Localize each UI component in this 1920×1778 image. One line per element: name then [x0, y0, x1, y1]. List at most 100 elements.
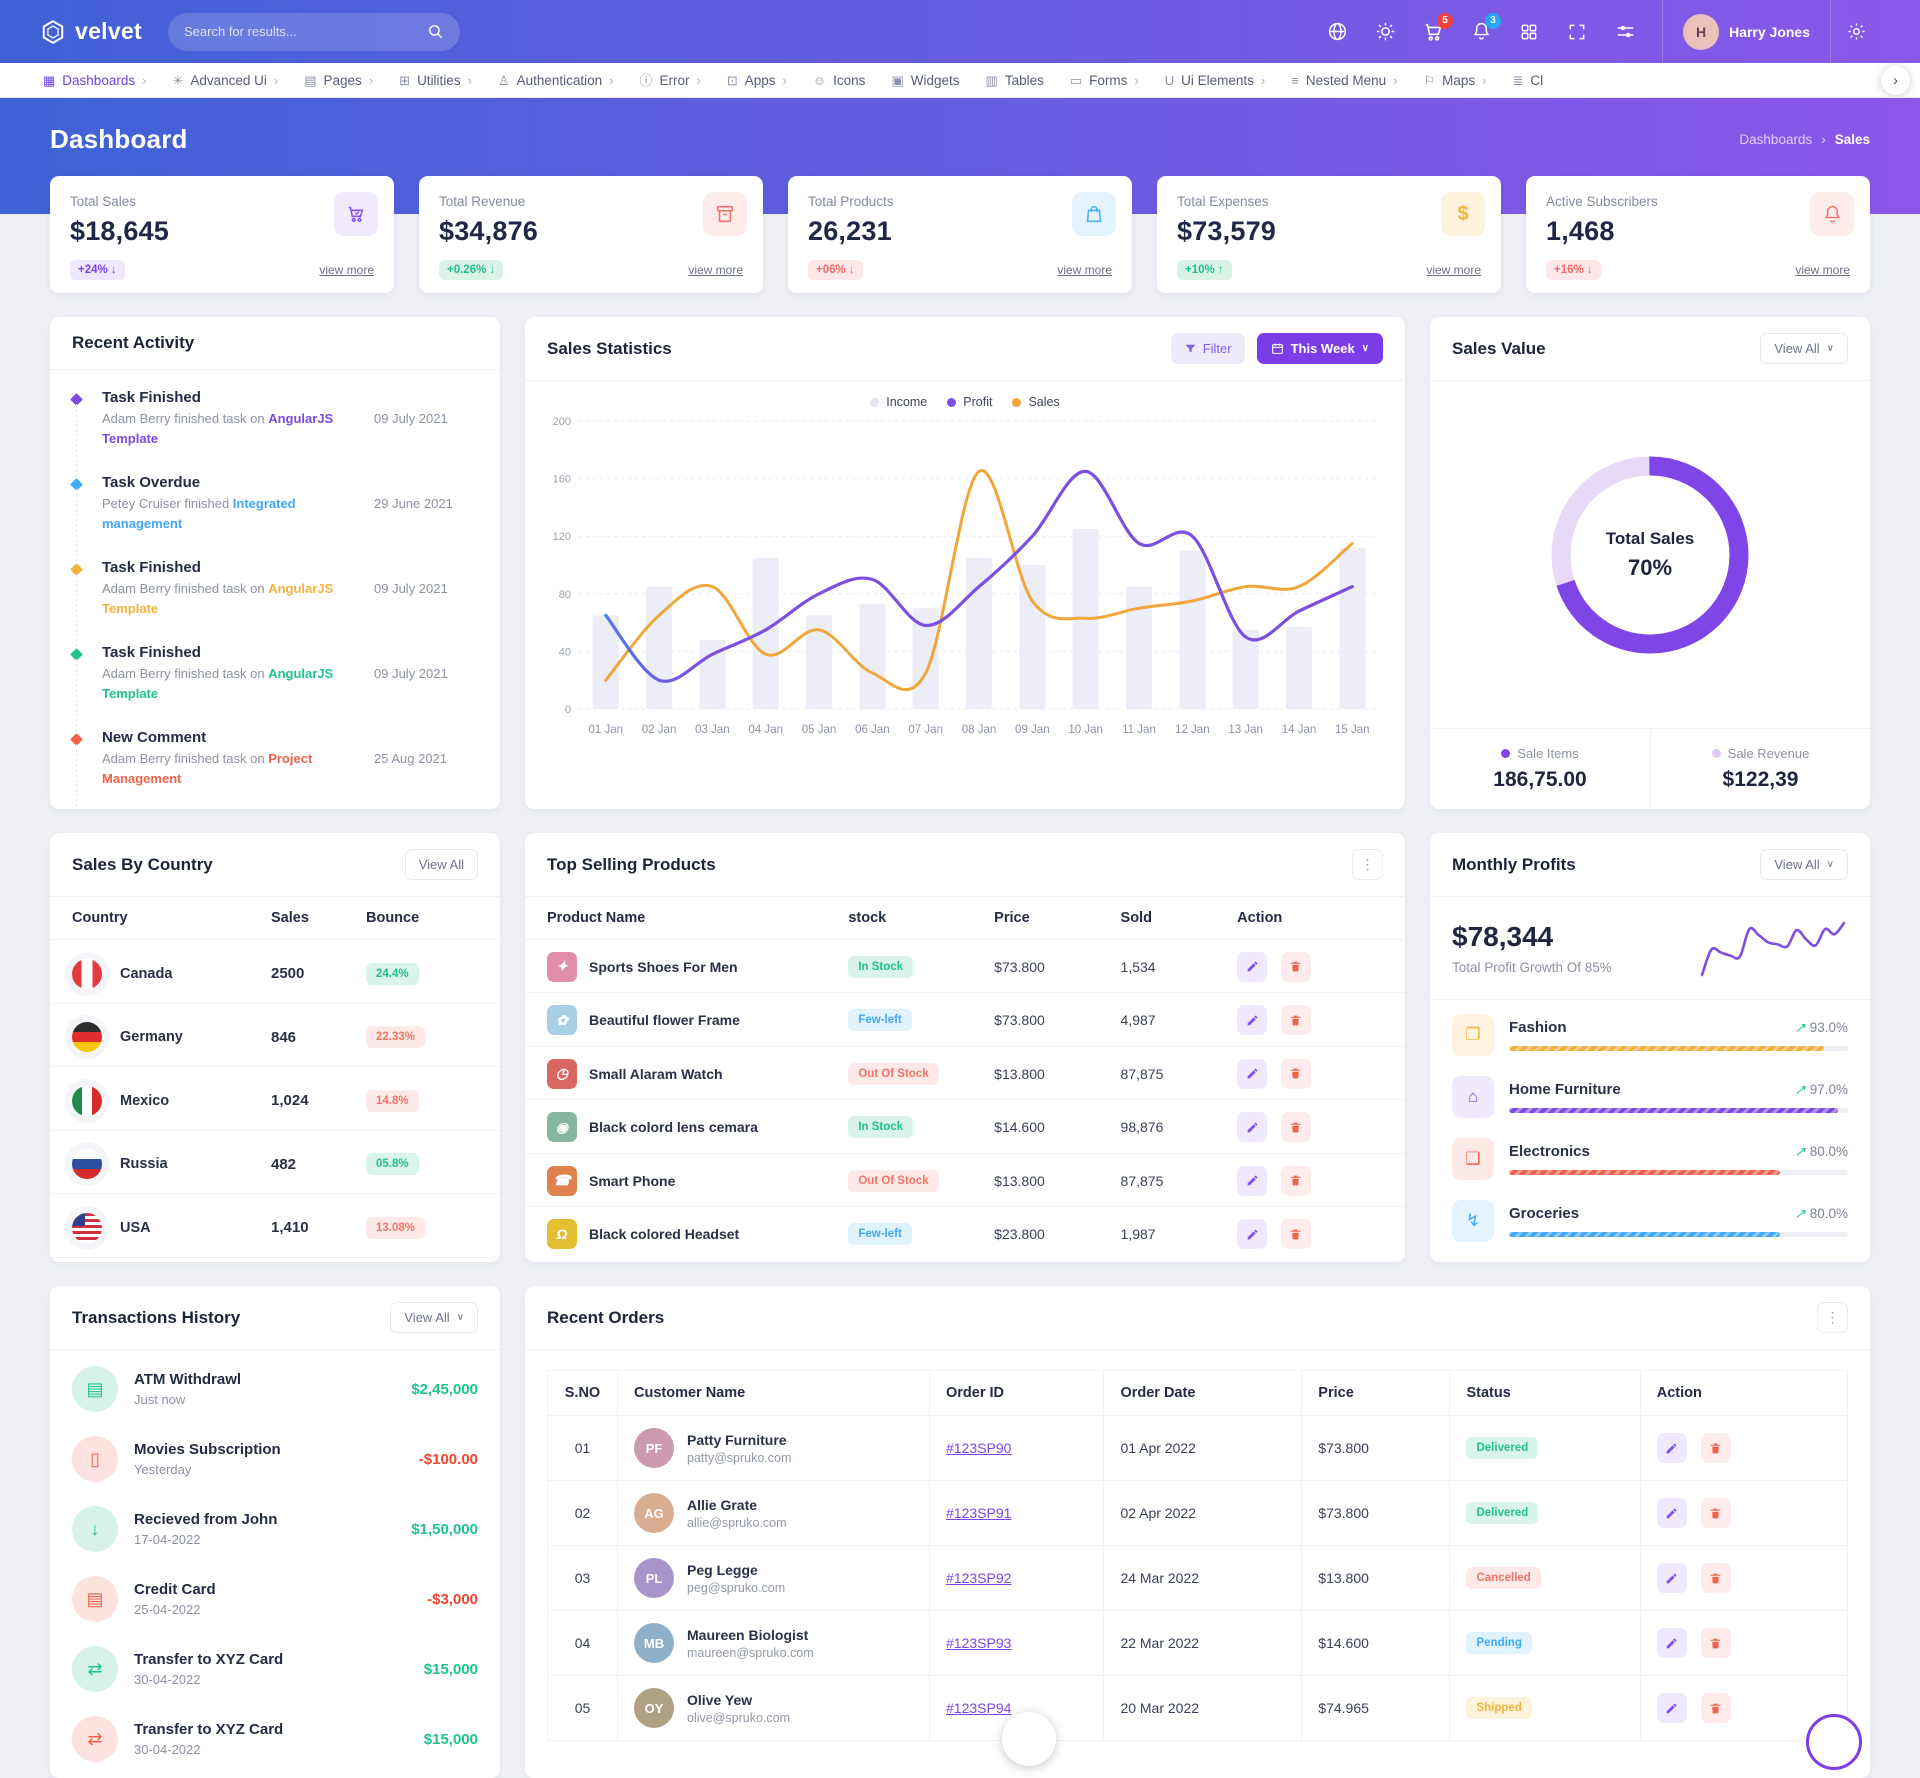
activity-link[interactable]: AngularJS Template: [102, 581, 334, 616]
view-more-link[interactable]: view more: [688, 263, 743, 277]
delete-button[interactable]: [1280, 1219, 1311, 1250]
menu-item[interactable]: ▭ Forms ›: [1057, 63, 1152, 97]
chevron-right-icon: ›: [142, 72, 147, 88]
pencil-icon: [1247, 1229, 1258, 1239]
theme-sun-icon[interactable]: [1374, 21, 1396, 43]
menu-item[interactable]: ≣ Cl: [1500, 63, 1557, 97]
activity-link[interactable]: AngularJS Template: [102, 411, 334, 446]
table-header: S.NO Customer Name Order ID Order Date P…: [547, 1370, 1849, 1416]
svg-text:09 Jan: 09 Jan: [1015, 724, 1050, 736]
menu-item[interactable]: ▣ Widgets: [878, 63, 972, 97]
edit-button[interactable]: [1237, 951, 1268, 982]
menu-item[interactable]: ⊞ Utilities ›: [386, 63, 485, 97]
monthly-profits-panel: Monthly Profits View All ∨ $78,344 Total …: [1430, 833, 1870, 1262]
menu-item[interactable]: ⊡ Apps ›: [714, 63, 800, 97]
search-icon[interactable]: [427, 23, 444, 40]
settings-sliders-icon[interactable]: [1614, 21, 1636, 43]
menu-item-icon: ♙: [497, 72, 510, 88]
delete-button[interactable]: [1280, 1058, 1311, 1089]
menu-item[interactable]: ≡ Nested Menu ›: [1278, 63, 1410, 97]
view-all-button[interactable]: View All: [404, 849, 478, 880]
apps-grid-icon[interactable]: [1518, 21, 1540, 43]
edit-button[interactable]: [1656, 1563, 1687, 1593]
order-id-link[interactable]: #123SP91: [946, 1505, 1012, 1521]
edit-button[interactable]: [1656, 1628, 1687, 1658]
menu-item[interactable]: ⓘ Error ›: [626, 63, 713, 97]
breadcrumb-parent[interactable]: Dashboards: [1739, 132, 1813, 147]
menu-item-label: Error: [659, 72, 690, 88]
order-id-link[interactable]: #123SP93: [946, 1635, 1012, 1651]
category-icon: ↯: [1452, 1200, 1494, 1242]
menu-item[interactable]: ⚐ Maps ›: [1410, 63, 1499, 97]
edit-button[interactable]: [1237, 1112, 1268, 1143]
edit-button[interactable]: [1656, 1433, 1687, 1463]
view-all-button[interactable]: View All ∨: [390, 1302, 478, 1333]
menu-item[interactable]: U Ui Elements ›: [1152, 63, 1279, 97]
edit-button[interactable]: [1656, 1498, 1687, 1528]
transaction-amount: $15,000: [423, 1730, 478, 1748]
view-more-link[interactable]: view more: [319, 263, 374, 277]
delete-button[interactable]: [1700, 1498, 1731, 1528]
breadcrumb: Dashboards › Sales: [1739, 132, 1870, 147]
delete-button[interactable]: [1700, 1628, 1731, 1658]
edit-button[interactable]: [1237, 1058, 1268, 1089]
status-badge: Delivered: [1466, 1502, 1539, 1524]
delete-button[interactable]: [1280, 1165, 1311, 1196]
order-id-link[interactable]: #123SP92: [946, 1570, 1012, 1586]
kebab-menu-icon[interactable]: ⋮: [1817, 1302, 1848, 1333]
edit-button[interactable]: [1237, 1219, 1268, 1250]
trash-icon: [1291, 1068, 1301, 1079]
delete-button[interactable]: [1280, 1112, 1311, 1143]
delete-button[interactable]: [1700, 1433, 1731, 1463]
edit-button[interactable]: [1656, 1693, 1687, 1723]
kpi-cards: Total Sales $18,645 +24% ↓ view more Tot…: [0, 167, 1920, 293]
gear-icon[interactable]: [1845, 21, 1867, 43]
activity-link[interactable]: Project Management: [102, 751, 313, 786]
date-range-button[interactable]: This Week ∨: [1256, 333, 1383, 364]
filter-button[interactable]: Filter: [1170, 333, 1245, 364]
scroll-top-button[interactable]: [1806, 1714, 1862, 1770]
pencil-icon: [1666, 1703, 1677, 1713]
cart-icon[interactable]: 5: [1422, 12, 1454, 43]
view-more-link[interactable]: view more: [1426, 263, 1481, 277]
view-all-button[interactable]: View All ∨: [1760, 849, 1848, 880]
view-all-button[interactable]: View All ∨: [1760, 333, 1848, 364]
menu-item[interactable]: ▤ Pages ›: [291, 63, 386, 97]
delete-button[interactable]: [1280, 951, 1311, 982]
menu-item[interactable]: ♙ Authentication ›: [485, 63, 627, 97]
activity-link[interactable]: Integrated management: [102, 496, 296, 531]
bell-icon: [1810, 192, 1854, 236]
activity-link[interactable]: AngularJS Template: [102, 666, 334, 701]
menu-item[interactable]: ▦ Dashboards ›: [30, 63, 159, 97]
edit-button[interactable]: [1237, 1165, 1268, 1196]
app-logo[interactable]: velvet: [40, 18, 142, 45]
language-globe-icon[interactable]: [1326, 21, 1348, 43]
search-input[interactable]: [184, 24, 420, 39]
menu-item[interactable]: ☺ Icons: [800, 63, 879, 97]
view-more-link[interactable]: view more: [1795, 263, 1850, 277]
menu-scroll-right-button[interactable]: ›: [1881, 66, 1910, 95]
order-id-link[interactable]: #123SP90: [946, 1440, 1012, 1456]
category-name: Electronics: [1509, 1143, 1590, 1160]
menu-item[interactable]: ▥ Tables: [973, 63, 1057, 97]
delete-button[interactable]: [1280, 1005, 1311, 1036]
menu-item[interactable]: ✳ Advanced Ui ›: [159, 63, 291, 97]
chat-fab-button[interactable]: [1002, 1712, 1056, 1766]
delete-button[interactable]: [1700, 1563, 1731, 1593]
edit-button[interactable]: [1237, 1005, 1268, 1036]
delete-button[interactable]: [1700, 1693, 1731, 1723]
menu-item-label: Dashboards: [62, 72, 136, 88]
kebab-menu-icon[interactable]: ⋮: [1352, 849, 1383, 880]
menu-item-label: Forms: [1089, 72, 1128, 88]
calendar-icon: [1271, 343, 1283, 354]
view-more-link[interactable]: view more: [1057, 263, 1112, 277]
activity-description: Adam Berry finished task on AngularJS Te…: [102, 581, 334, 616]
menu-item-label: Apps: [744, 72, 776, 88]
svg-text:07 Jan: 07 Jan: [908, 724, 943, 736]
order-id-link[interactable]: #123SP94: [946, 1700, 1012, 1716]
user-menu[interactable]: H Harry Jones: [1662, 0, 1831, 63]
status-badge: Cancelled: [1466, 1567, 1541, 1589]
kpi-total-products: Total Products 26,231 +06% ↓ view more: [788, 167, 1132, 293]
notifications-bell-icon[interactable]: 3: [1470, 12, 1502, 43]
fullscreen-icon[interactable]: [1566, 21, 1588, 43]
